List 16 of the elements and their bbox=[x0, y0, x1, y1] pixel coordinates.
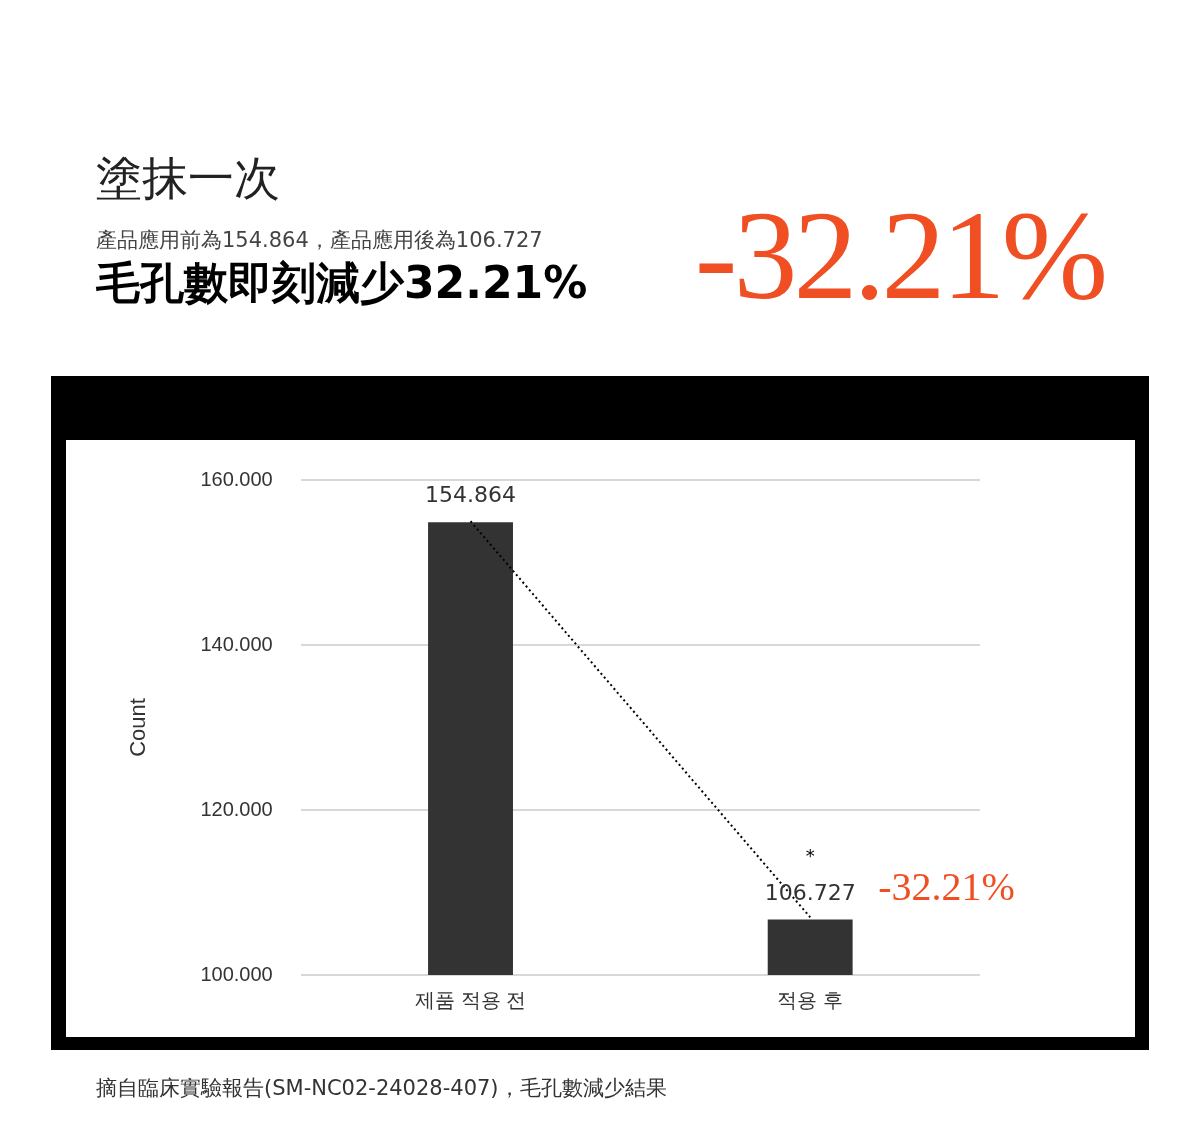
chart-subtitle: 產品應用前為154.864，產品應用後為106.727 bbox=[96, 227, 543, 254]
data-label: 154.864 bbox=[425, 482, 517, 508]
text: 摘自臨床實驗報告(SM-NC02-24028-407)，毛孔數減少結果 bbox=[96, 1075, 667, 1102]
y-axis-title: Count bbox=[125, 698, 151, 757]
annotation: -32.21% bbox=[878, 863, 1015, 909]
annotation: * bbox=[805, 844, 815, 866]
x-tick-label: 적용 후 bbox=[777, 988, 843, 1011]
x-tick-label: 제품 적용 전 bbox=[414, 988, 527, 1011]
chart-title: 塗抹一次 bbox=[96, 150, 280, 207]
data-label: 106.727 bbox=[764, 879, 856, 905]
y-tick-label: 140.000 bbox=[200, 632, 273, 655]
text: -32.21% bbox=[694, 183, 1104, 328]
y-tick-label: 160.000 bbox=[200, 467, 273, 490]
text: 毛孔數即刻減少32.21% bbox=[96, 256, 588, 310]
y-tick-label: 100.000 bbox=[200, 962, 273, 985]
y-tick-label: 120.000 bbox=[200, 797, 273, 820]
